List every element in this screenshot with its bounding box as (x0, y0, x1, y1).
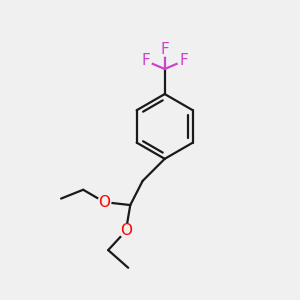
Text: F: F (160, 42, 169, 57)
Text: F: F (179, 53, 188, 68)
Circle shape (140, 55, 152, 67)
Text: O: O (98, 195, 110, 210)
Circle shape (119, 224, 132, 238)
Circle shape (98, 196, 111, 208)
Circle shape (158, 44, 171, 56)
Text: F: F (141, 53, 150, 68)
Circle shape (178, 55, 190, 67)
Text: O: O (120, 224, 132, 238)
